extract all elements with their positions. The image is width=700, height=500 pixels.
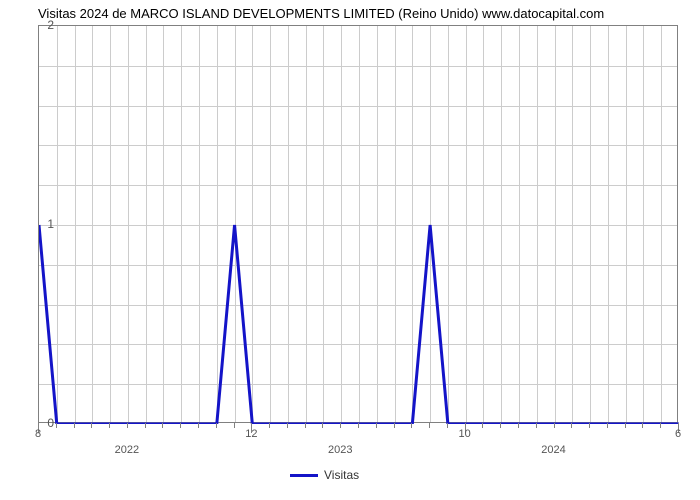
y-tick-label: 0 [47, 416, 54, 430]
legend-swatch [290, 474, 318, 477]
chart-area [38, 25, 678, 423]
line-series [39, 26, 679, 424]
y-tick-label: 2 [47, 18, 54, 32]
legend: Visitas [290, 468, 359, 482]
x-tick-label: 12 [245, 428, 257, 440]
x-tick-label: 8 [35, 428, 41, 440]
y-tick-label: 1 [47, 217, 54, 231]
x-year-label: 2023 [328, 444, 352, 456]
x-year-label: 2022 [115, 444, 139, 456]
plot-box [38, 25, 678, 423]
legend-label: Visitas [324, 468, 359, 482]
x-year-label: 2024 [541, 444, 565, 456]
x-tick-label: 10 [459, 428, 471, 440]
chart-title: Visitas 2024 de MARCO ISLAND DEVELOPMENT… [38, 6, 604, 21]
x-tick-label: 6 [675, 428, 681, 440]
